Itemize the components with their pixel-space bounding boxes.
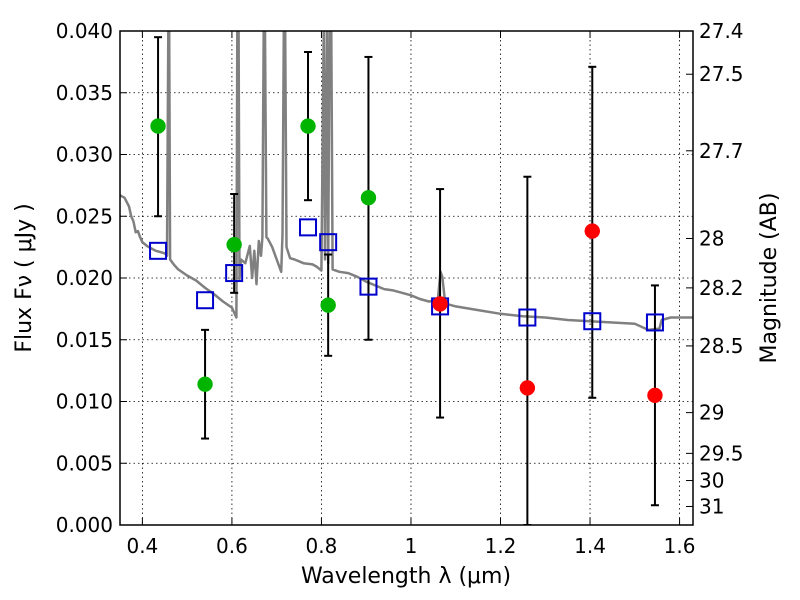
model-photometry-square (196, 291, 215, 310)
y-tick-label: 0.010 (56, 390, 113, 414)
upper-limit-point (432, 296, 448, 312)
detection-point (300, 118, 316, 134)
x-axis-title: Wavelength λ (μm) (301, 564, 511, 589)
upper-limit-point (647, 387, 663, 404)
y-tick-label: 0.015 (56, 328, 113, 352)
model-photometry-square (645, 313, 664, 332)
model-photometry-square (583, 312, 602, 331)
y-tick-label: 0.040 (56, 19, 113, 43)
upper-limit-point (584, 223, 601, 239)
y-tick-label: 0.030 (56, 143, 113, 167)
right-tick-label: 27.5 (699, 62, 744, 86)
x-tick-label: 1.2 (485, 534, 517, 558)
y-tick-label: 0.025 (56, 204, 113, 228)
x-tick-label: 1.6 (664, 534, 696, 558)
model-photometry-square (518, 308, 537, 327)
y-tick-label: 0.020 (56, 266, 113, 290)
model-photometry-square (319, 233, 338, 252)
x-tick-label: 0.8 (306, 534, 338, 558)
plot-area (120, 31, 693, 525)
right-tick-label: 29 (699, 401, 724, 425)
y-tick-label: 0.005 (56, 451, 113, 475)
right-tick-label: 28.2 (699, 276, 744, 300)
detection-point (320, 297, 336, 313)
right-tick-label: 27.7 (699, 139, 744, 163)
right-axis-title: Magnitude (AB) (757, 193, 782, 364)
right-tick-label: 28.5 (699, 334, 744, 358)
x-tick-label: 0.4 (126, 534, 158, 558)
right-tick-label: 31 (699, 494, 724, 518)
model-photometry-square (299, 218, 318, 237)
detection-point (360, 189, 377, 206)
y-tick-label: 0.000 (56, 513, 113, 537)
x-tick-label: 1.4 (574, 534, 606, 558)
detection-point (197, 376, 213, 392)
model-photometry-square (359, 277, 378, 296)
right-tick-label: 27.4 (699, 19, 744, 43)
y-axis-title: Flux Fν ( μJy ) (12, 203, 37, 352)
upper-limit-point (519, 380, 536, 396)
right-tick-label: 29.5 (699, 441, 744, 465)
y-tick-label: 0.035 (56, 81, 113, 105)
model-photometry-square (149, 241, 168, 260)
right-tick-label: 30 (699, 469, 724, 493)
detection-point (226, 236, 242, 253)
right-tick-label: 28 (699, 226, 724, 250)
model-spectrum-line (120, 31, 693, 332)
model-photometry-square (225, 264, 244, 283)
x-tick-label: 1 (405, 534, 418, 558)
detection-point (150, 118, 166, 134)
x-tick-label: 0.6 (216, 534, 248, 558)
grid-lines (120, 30, 693, 526)
axis-ticks: 0.4 0.6 0.8 1 1.2 1.4 1.6 0.000 0.005 0.010 0.015 0… (56, 19, 744, 558)
